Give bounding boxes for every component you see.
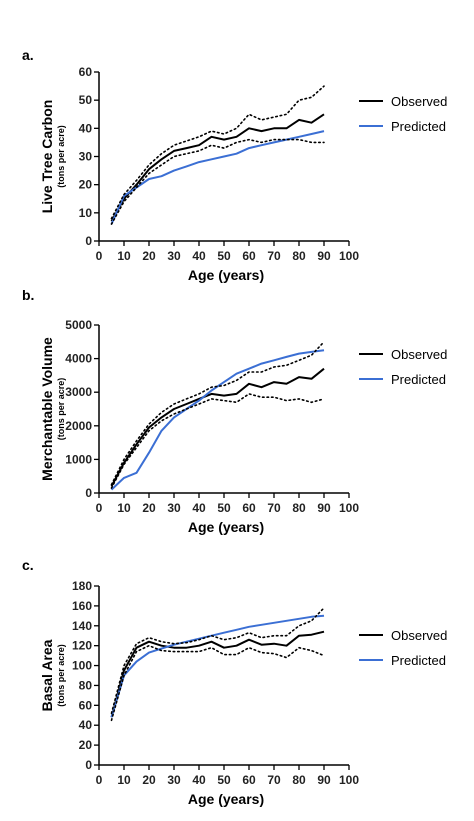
x-tick-label: 30 [167,501,181,515]
x-tick-label: 60 [242,773,256,787]
series-line-dotted-bound [110,644,325,722]
x-tick-label: 10 [117,501,131,515]
y-tick-label: 0 [85,758,92,772]
y-axis-title: Basal Area [39,639,55,711]
x-tick-label: 80 [292,501,306,515]
x-tick-label: 0 [96,249,103,263]
x-tick-label: 0 [96,501,103,515]
x-tick-label: 70 [267,773,281,787]
y-tick-label: 120 [72,639,92,653]
x-tick-label: 100 [339,773,359,787]
series-line-predicted [110,349,325,491]
legend-label-observed: Observed [391,94,447,109]
chart-panel-3: c. 0 20 40 60 80 100 120 140 160 180 0 10 20 30 40 50 60 7… [22,557,447,807]
x-tick-label: 60 [242,501,256,515]
y-tick-label: 10 [79,206,93,220]
x-tick-label: 10 [117,773,131,787]
x-tick-label: 40 [192,249,206,263]
series-line-dotted-bound [110,340,325,486]
panel-label: c. [22,557,34,573]
x-tick-label: 20 [142,501,156,515]
series-line-dotted-bound [110,607,325,715]
x-tick-label: 70 [267,249,281,263]
y-axis-title: Merchantable Volume [39,337,55,481]
x-tick-label: 90 [317,773,331,787]
y-tick-label: 140 [72,619,92,633]
y-tick-label: 2000 [65,419,92,433]
panel-label: a. [22,47,34,63]
y-axis-units: (tons per acre) [56,378,66,441]
chart-panel-2: b. 0 1000 2000 3000 4000 5000 0 10 20 30 40 50 60 70 80… [22,287,447,535]
x-tick-label: 40 [192,773,206,787]
y-tick-label: 160 [72,599,92,613]
x-tick-label: 100 [339,249,359,263]
y-tick-label: 30 [79,150,93,164]
x-tick-label: 50 [217,773,231,787]
x-tick-label: 50 [217,501,231,515]
x-tick-label: 10 [117,249,131,263]
y-tick-label: 1000 [65,452,92,466]
series-line-dotted-bound [110,138,325,225]
x-tick-label: 50 [217,249,231,263]
series-line-predicted [110,614,325,718]
series-line-observed [110,367,325,487]
x-tick-label: 20 [142,249,156,263]
y-axis-units: (tons per acre) [56,644,66,707]
x-tick-label: 80 [292,773,306,787]
x-tick-label: 60 [242,249,256,263]
legend-label-predicted: Predicted [391,372,446,387]
y-tick-label: 40 [79,718,93,732]
x-tick-label: 40 [192,501,206,515]
series-line-observed [110,630,325,718]
series-line-dotted-bound [110,85,325,220]
y-tick-label: 40 [79,121,93,135]
y-tick-label: 60 [79,698,93,712]
x-axis-title: Age (years) [188,267,264,283]
x-tick-label: 90 [317,249,331,263]
x-axis-title: Age (years) [188,519,264,535]
chart-panel-1: a. 0 10 20 30 40 50 60 0 10 20 30 40 50 60 70 80 90 100 Age… [22,47,447,283]
y-tick-label: 4000 [65,352,92,366]
y-tick-label: 3000 [65,385,92,399]
x-tick-label: 70 [267,501,281,515]
y-axis-title: Live Tree Carbon [39,100,55,214]
legend-label-observed: Observed [391,347,447,362]
x-tick-label: 0 [96,773,103,787]
panel-label: b. [22,287,34,303]
legend-label-predicted: Predicted [391,119,446,134]
series-line-dotted-bound [110,393,325,489]
y-tick-label: 20 [79,178,93,192]
y-tick-label: 0 [85,234,92,248]
y-tick-label: 0 [85,486,92,500]
y-tick-label: 5000 [65,318,92,332]
legend-label-observed: Observed [391,628,447,643]
x-tick-label: 30 [167,773,181,787]
x-tick-label: 80 [292,249,306,263]
y-axis-units: (tons per acre) [56,125,66,188]
x-tick-label: 90 [317,501,331,515]
y-tick-label: 180 [72,579,92,593]
x-tick-label: 20 [142,773,156,787]
y-tick-label: 50 [79,93,93,107]
legend-label-predicted: Predicted [391,653,446,668]
series-line-observed [110,113,325,222]
y-tick-label: 100 [72,659,92,673]
x-tick-label: 30 [167,249,181,263]
y-tick-label: 20 [79,738,93,752]
y-tick-label: 60 [79,65,93,79]
x-tick-label: 100 [339,501,359,515]
y-tick-label: 80 [79,678,93,692]
x-axis-title: Age (years) [188,791,264,807]
